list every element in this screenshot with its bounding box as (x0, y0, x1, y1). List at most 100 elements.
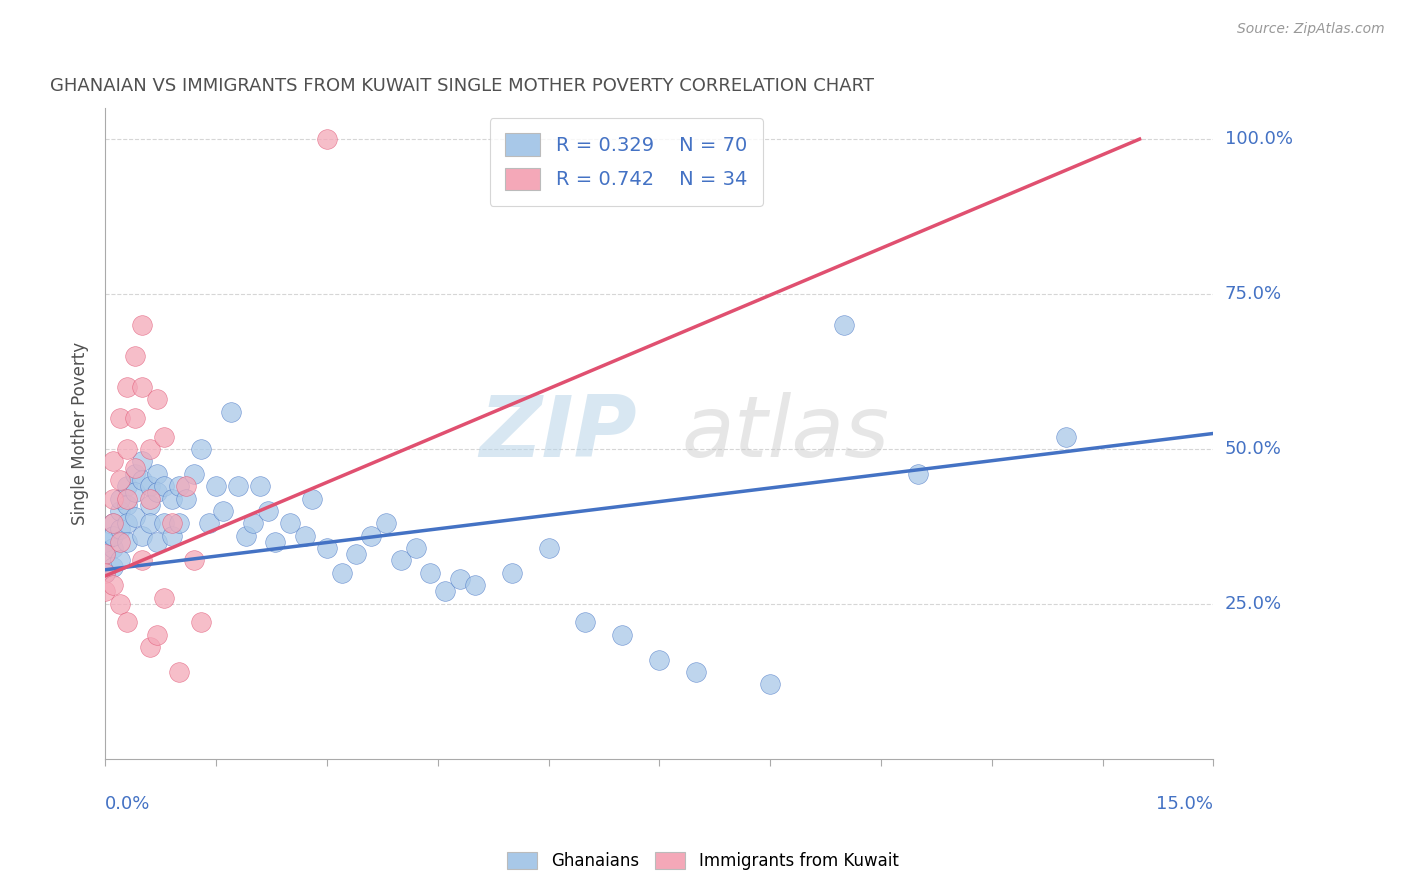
Point (249, 479, 271, 493)
Point (108, 597, 131, 611)
Point (146, 485, 169, 500)
Point (235, 529, 257, 543)
Point (117, 516, 139, 531)
Point (256, 504, 278, 518)
Point (117, 479, 139, 493)
Point (419, 566, 441, 580)
Point (160, 491, 183, 506)
Point (108, 491, 131, 506)
Point (685, 665, 707, 679)
Point (131, 529, 153, 543)
Point (537, 541, 560, 555)
Point (501, 566, 523, 580)
Point (153, 429, 176, 443)
Point (167, 665, 190, 679)
Point (153, 591, 176, 605)
Point (138, 640, 160, 655)
Point (190, 442, 212, 456)
Text: 50.0%: 50.0% (1225, 440, 1281, 458)
Point (278, 516, 301, 531)
Point (94, 566, 117, 580)
Point (108, 504, 131, 518)
Point (1054, 429, 1077, 443)
Point (124, 411, 146, 425)
Text: 0.0%: 0.0% (105, 795, 150, 813)
Legend: R = 0.329    N = 70, R = 0.742    N = 34: R = 0.329 N = 70, R = 0.742 N = 34 (489, 118, 762, 205)
Point (146, 467, 169, 481)
Point (315, 541, 337, 555)
Point (124, 467, 146, 481)
Point (117, 535, 139, 549)
Point (160, 529, 183, 543)
Point (101, 541, 124, 555)
Point (574, 615, 596, 630)
Point (344, 547, 367, 561)
Point (94, 547, 117, 561)
Text: atlas: atlas (682, 392, 890, 475)
Point (101, 454, 124, 468)
Point (101, 559, 124, 574)
Point (101, 578, 124, 592)
Legend: Ghanaians, Immigrants from Kuwait: Ghanaians, Immigrants from Kuwait (501, 845, 905, 877)
Point (330, 566, 353, 580)
Point (94, 566, 117, 580)
Point (138, 491, 160, 506)
Point (94, 535, 117, 549)
Point (124, 510, 146, 524)
Point (153, 479, 176, 493)
Text: Source: ZipAtlas.com: Source: ZipAtlas.com (1237, 22, 1385, 37)
Point (131, 473, 153, 487)
Point (183, 467, 205, 481)
Point (205, 479, 228, 493)
Point (108, 553, 131, 567)
Point (389, 553, 412, 567)
Point (146, 392, 169, 407)
Point (101, 491, 124, 506)
Text: ZIP: ZIP (479, 392, 637, 475)
Text: 75.0%: 75.0% (1225, 285, 1282, 303)
Point (108, 523, 131, 537)
Point (167, 516, 190, 531)
Text: GHANAIAN VS IMMIGRANTS FROM KUWAIT SINGLE MOTHER POVERTY CORRELATION CHART: GHANAIAN VS IMMIGRANTS FROM KUWAIT SINGL… (49, 78, 873, 95)
Point (117, 615, 139, 630)
Text: 15.0%: 15.0% (1157, 795, 1213, 813)
Point (264, 535, 287, 549)
Point (146, 628, 169, 642)
Point (176, 491, 198, 506)
Text: 25.0%: 25.0% (1225, 595, 1282, 613)
Point (648, 652, 671, 666)
Point (124, 460, 146, 475)
Point (138, 498, 160, 512)
Point (405, 541, 427, 555)
Y-axis label: Single Mother Poverty: Single Mother Poverty (72, 342, 89, 525)
Point (190, 615, 212, 630)
Point (101, 529, 124, 543)
Point (117, 380, 139, 394)
Point (131, 454, 153, 468)
Point (117, 498, 139, 512)
Point (146, 535, 169, 549)
Point (832, 318, 855, 332)
Point (94, 547, 117, 561)
Point (101, 516, 124, 531)
Point (94, 584, 117, 599)
Point (108, 473, 131, 487)
Point (124, 349, 146, 363)
Text: 100.0%: 100.0% (1225, 130, 1292, 148)
Point (183, 553, 205, 567)
Point (197, 516, 219, 531)
Point (153, 516, 176, 531)
Point (464, 578, 486, 592)
Point (117, 491, 139, 506)
Point (160, 516, 183, 531)
Point (242, 516, 264, 531)
Point (212, 504, 235, 518)
Point (759, 677, 782, 691)
Point (219, 405, 242, 419)
Point (131, 553, 153, 567)
Point (360, 529, 382, 543)
Point (131, 318, 153, 332)
Point (301, 491, 323, 506)
Point (294, 529, 316, 543)
Point (375, 516, 398, 531)
